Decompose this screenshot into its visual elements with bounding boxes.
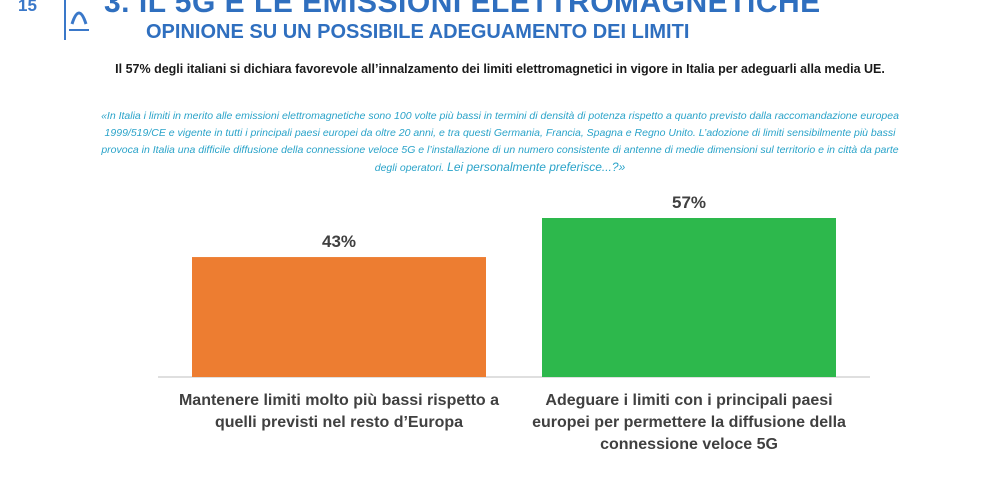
page-title: 3. IL 5G E LE EMISSIONI ELETTROMAGNETICH… [104, 0, 821, 19]
logo-icon [64, 0, 89, 40]
question-text: «In Italia i limiti in merito alle emiss… [101, 110, 899, 174]
category-label-adapt: Adeguare i limiti con i principali paesi… [532, 392, 846, 453]
headline: Il 57% degli italiani si dichiara favore… [115, 62, 885, 76]
survey-question: «In Italia i limiti in merito alle emiss… [90, 108, 910, 177]
page-subtitle: OPINIONE SU UN POSSIBILE ADEGUAMENTO DEI… [146, 21, 690, 43]
data-label: 43% [322, 232, 356, 251]
question-prompt: Lei personalmente preferisce...?» [447, 160, 626, 174]
bar-maintain-limits [192, 257, 486, 377]
bar-adapt-limits [542, 218, 836, 377]
slide-number: 15 [18, 0, 37, 15]
data-label: 57% [672, 193, 706, 212]
category-label-maintain: Mantenere limiti molto più bassi rispett… [178, 392, 500, 431]
